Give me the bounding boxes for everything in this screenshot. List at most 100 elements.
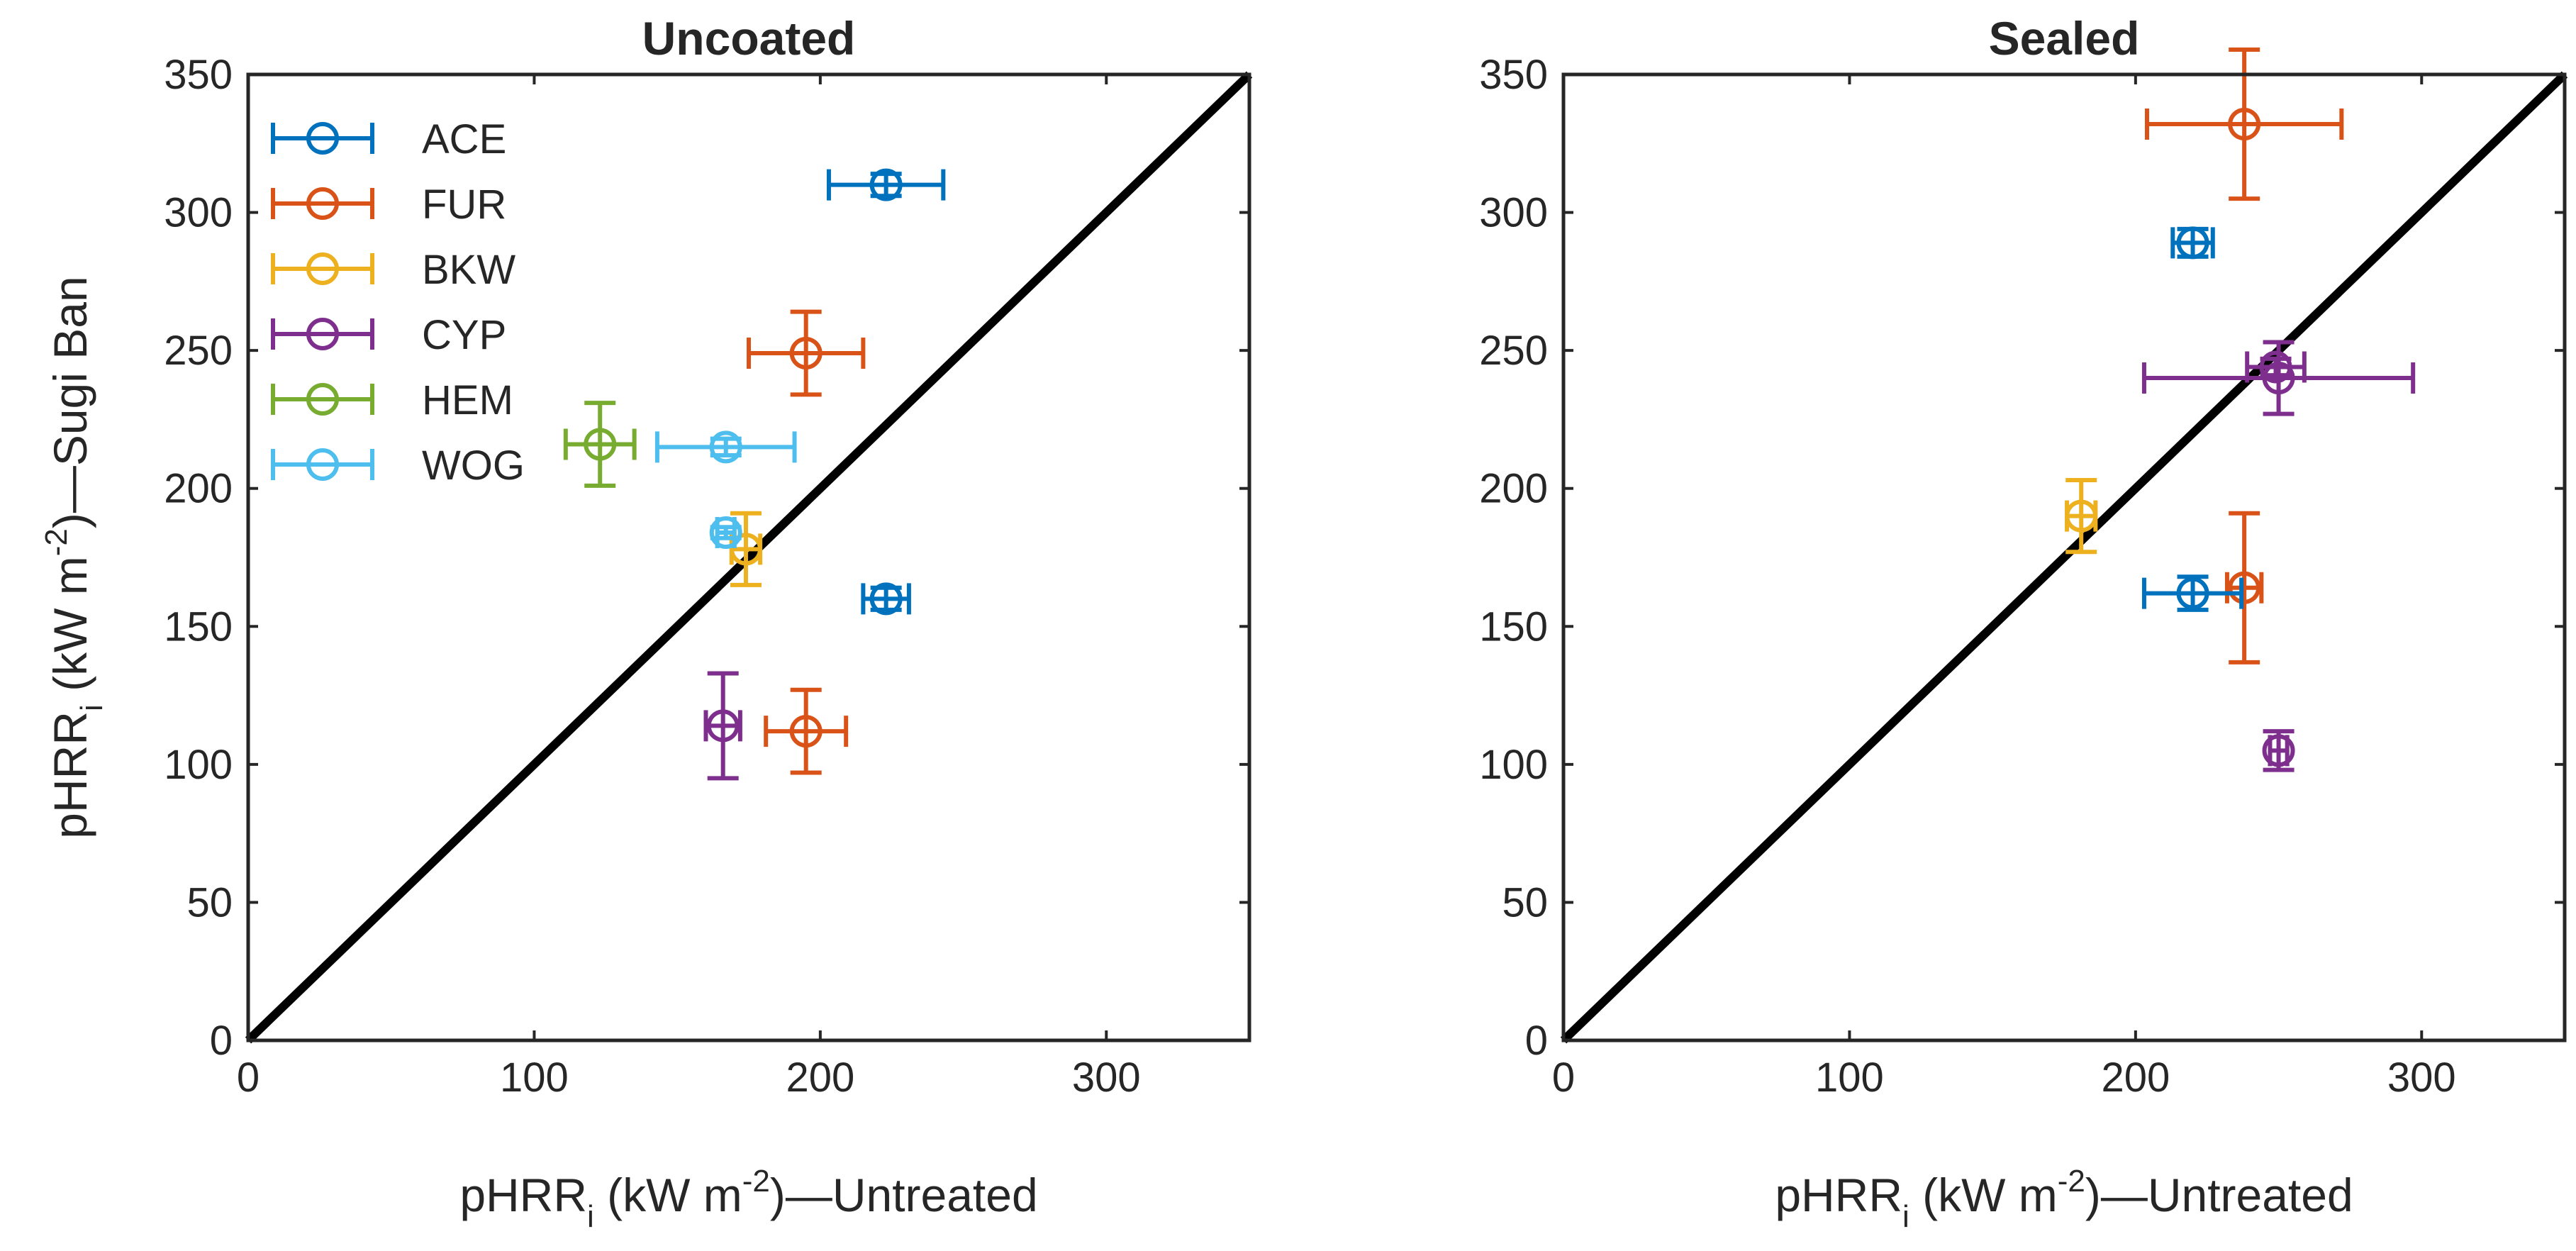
y-tick-label: 350 bbox=[164, 52, 233, 98]
x-tick-label: 300 bbox=[2387, 1055, 2456, 1101]
data-point-cyp bbox=[2262, 729, 2295, 772]
y-axis-label-sub: i bbox=[74, 704, 109, 711]
y-axis-label-rest2: )—Sugi Ban bbox=[44, 276, 96, 528]
data-point-wog bbox=[654, 430, 797, 464]
legend-entry-cyp: CYP bbox=[271, 312, 506, 358]
marker-bkw bbox=[2065, 499, 2098, 533]
data-point-ace bbox=[861, 582, 911, 616]
y-tick-label: 150 bbox=[1479, 604, 1548, 650]
marker-cyp bbox=[2262, 734, 2295, 767]
legend-label-ace: ACE bbox=[422, 116, 506, 162]
x-axis-label-sub: i bbox=[1902, 1199, 1909, 1234]
data-point-wog bbox=[709, 516, 742, 549]
y-tick-label: 0 bbox=[210, 1018, 233, 1064]
x-axis-label-rest1: (kW m bbox=[594, 1169, 742, 1221]
y-tick-label: 200 bbox=[1479, 466, 1548, 512]
x-axis-label-rest2: )—Untreated bbox=[770, 1169, 1038, 1221]
y-tick-label: 100 bbox=[1479, 742, 1548, 788]
y-tick-label: 0 bbox=[1525, 1018, 1548, 1064]
marker-cyp bbox=[2259, 350, 2292, 384]
y-tick-label: 100 bbox=[164, 742, 233, 788]
x-tick-label: 200 bbox=[2101, 1055, 2170, 1101]
marker-bkw bbox=[729, 533, 762, 566]
marker-wog bbox=[709, 430, 742, 464]
y-axis-label-rest1: (kW m bbox=[44, 556, 96, 704]
legend-marker-ace bbox=[306, 122, 339, 155]
legend-label-fur: FUR bbox=[422, 182, 506, 228]
x-tick-label: 100 bbox=[500, 1055, 569, 1101]
data-point-ace bbox=[2141, 574, 2244, 612]
chart-title: Sealed bbox=[1989, 12, 2140, 65]
marker-cyp bbox=[706, 709, 740, 743]
y-tick-label: 150 bbox=[164, 604, 233, 650]
marker-wog bbox=[709, 516, 742, 549]
y-tick-label: 250 bbox=[164, 328, 233, 374]
y-tick-label: 300 bbox=[164, 190, 233, 236]
y-tick-label: 50 bbox=[1502, 879, 1548, 925]
x-tick-label: 200 bbox=[786, 1055, 854, 1101]
legend-entry-hem: HEM bbox=[271, 377, 513, 423]
data-point-fur bbox=[2224, 511, 2264, 665]
legend: ACE FUR BKW CYP HEM WOG bbox=[271, 116, 525, 489]
legend-label-hem: HEM bbox=[422, 377, 513, 423]
reference-line-y-equals-x bbox=[1560, 71, 2568, 1044]
y-tick-label: 200 bbox=[164, 466, 233, 512]
x-tick-label: 100 bbox=[1815, 1055, 1884, 1101]
legend-marker-cyp bbox=[306, 318, 339, 350]
legend-marker-wog bbox=[306, 448, 339, 481]
legend-label-bkw: BKW bbox=[422, 247, 515, 293]
marker-ace bbox=[2176, 226, 2209, 260]
data-point-fur bbox=[747, 309, 866, 397]
x-axis-label-main: pHRR bbox=[1775, 1169, 1902, 1221]
marker-ace bbox=[2176, 577, 2209, 610]
legend-entry-wog: WOG bbox=[271, 443, 525, 489]
reference-line-y-equals-x bbox=[245, 71, 1253, 1044]
y-tick-label: 300 bbox=[1479, 190, 1548, 236]
x-axis-label-rest1: (kW m bbox=[1909, 1169, 2058, 1221]
chart-uncoated: Uncoated 0 100 200 300 0 50 100 150 200 250 300 350 p… bbox=[39, 12, 1253, 1234]
legend-label-cyp: CYP bbox=[422, 312, 506, 358]
marker-fur bbox=[789, 715, 823, 748]
x-axis-label: pHRRi (kW m-2)—Untreated bbox=[1775, 1164, 2353, 1234]
x-tick-label: 300 bbox=[1072, 1055, 1141, 1101]
legend-entry-fur: FUR bbox=[271, 182, 506, 228]
marker-ace bbox=[869, 582, 903, 616]
x-axis-label-sub: i bbox=[587, 1199, 594, 1234]
x-tick-label: 0 bbox=[1552, 1055, 1575, 1101]
x-axis-label-rest2: )—Untreated bbox=[2085, 1169, 2353, 1221]
legend-entry-ace: ACE bbox=[271, 116, 506, 162]
x-tick-label: 0 bbox=[237, 1055, 260, 1101]
data-point-hem bbox=[563, 401, 637, 488]
legend-label-wog: WOG bbox=[422, 443, 525, 489]
marker-fur bbox=[789, 337, 823, 370]
y-tick-label: 50 bbox=[186, 879, 233, 925]
axes-box bbox=[246, 72, 1251, 1042]
chart-title: Uncoated bbox=[642, 12, 856, 65]
data-point-ace bbox=[2170, 226, 2215, 260]
x-axis-label: pHRRi (kW m-2)—Untreated bbox=[459, 1164, 1037, 1234]
marker-ace bbox=[869, 168, 903, 201]
axes-box bbox=[1561, 72, 2567, 1042]
data-point-cyp bbox=[703, 671, 742, 781]
data-point-fur bbox=[764, 687, 849, 775]
y-tick-label: 350 bbox=[1479, 52, 1548, 98]
x-axis-label-sup: -2 bbox=[742, 1164, 770, 1199]
y-axis-label-sup: -2 bbox=[39, 528, 74, 556]
legend-marker-hem bbox=[306, 383, 339, 416]
data-point-cyp bbox=[2245, 350, 2307, 384]
legend-marker-fur bbox=[306, 187, 339, 220]
data-point-ace bbox=[826, 168, 946, 201]
data-point-fur bbox=[2144, 47, 2344, 201]
marker-fur bbox=[2228, 108, 2261, 141]
marker-hem bbox=[584, 428, 617, 461]
y-tick-label: 250 bbox=[1479, 328, 1548, 374]
x-axis-label-main: pHRR bbox=[459, 1169, 587, 1221]
data-point-bkw bbox=[2065, 478, 2098, 555]
x-axis-label-sup: -2 bbox=[2058, 1164, 2085, 1199]
y-axis-label-main: pHRR bbox=[44, 711, 96, 839]
y-axis-label: pHRRi (kW m-2)—Sugi Ban bbox=[39, 276, 109, 838]
chart-sealed: Sealed 0 100 200 300 0 50 100 150 200 250 300 350 pHR… bbox=[1479, 12, 2568, 1234]
legend-marker-bkw bbox=[306, 252, 339, 285]
marker-fur bbox=[2228, 571, 2261, 604]
